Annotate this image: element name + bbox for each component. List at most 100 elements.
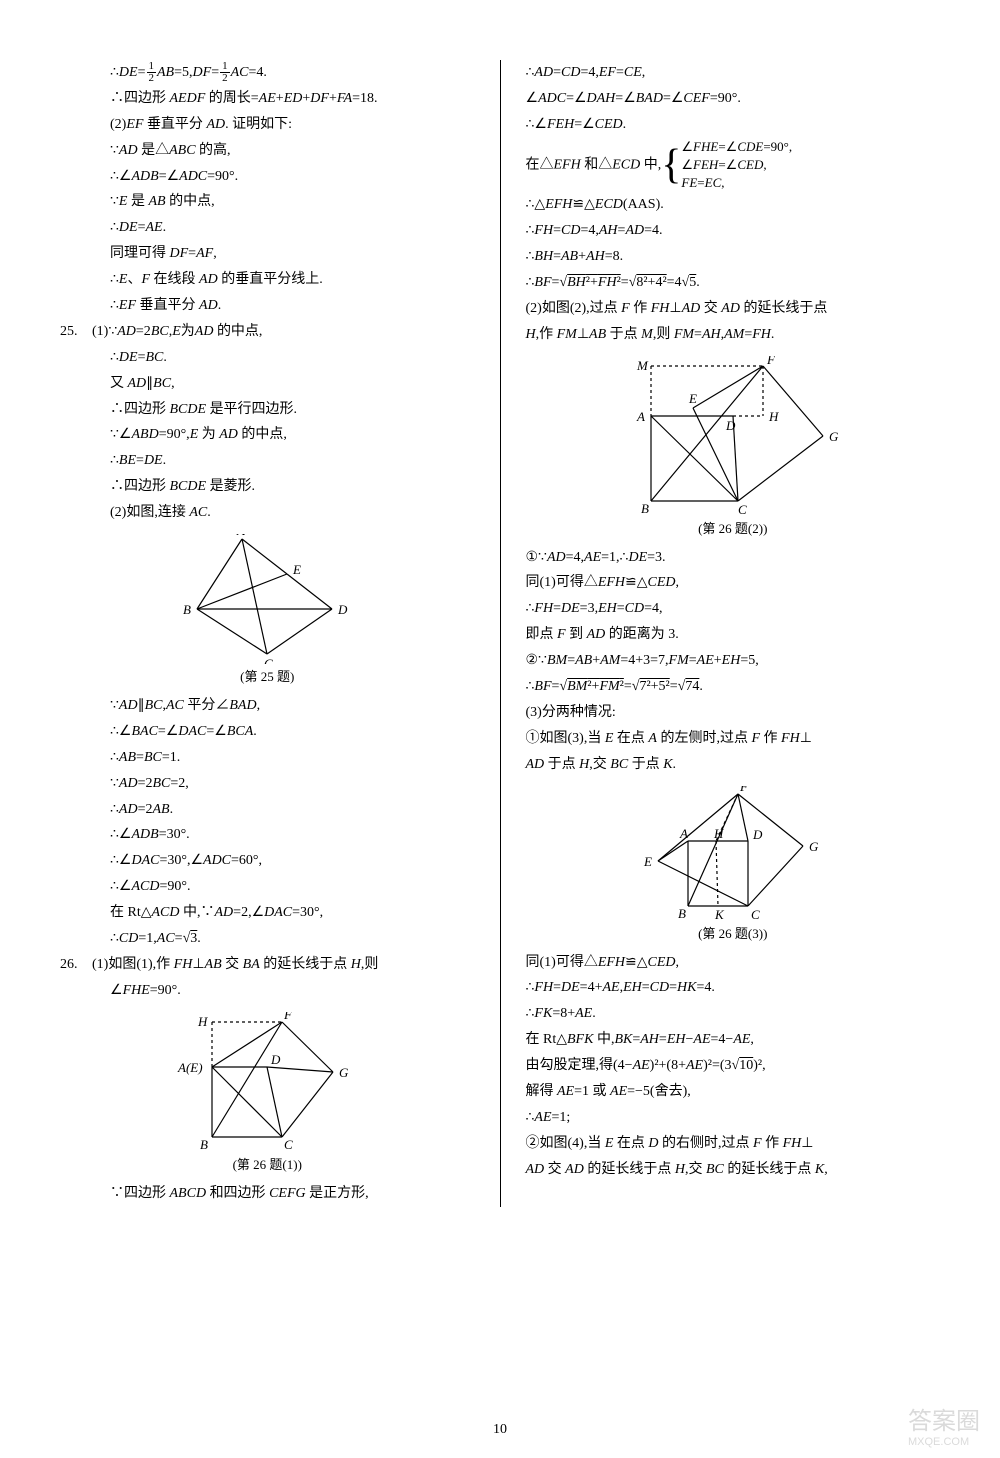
svg-text:B: B	[200, 1137, 208, 1152]
text-line: ②如图(4),当 E 在点 D 的右侧时,过点 F 作 FH⊥	[526, 1131, 941, 1157]
text-line: 即点 F 到 AD 的距离为 3.	[526, 622, 941, 648]
figure-26-2: MFAEDHGBC (第 26 题(2))	[526, 356, 941, 537]
text-line: ∴DE=BC.	[60, 345, 475, 371]
text-line: ∵E 是 AB 的中点,	[60, 189, 475, 215]
svg-text:F: F	[766, 356, 776, 367]
svg-text:A: A	[679, 826, 688, 841]
text-line: ∴∠BAC=∠DAC=∠BCA.	[60, 719, 475, 745]
watermark: 答案圈 MXQE.COM	[908, 1401, 980, 1448]
text-line: ∴FK=8+AE.	[526, 1001, 941, 1027]
svg-text:K: K	[714, 907, 725, 921]
text-line: ∵AD∥BC,AC 平分∠BAD,	[60, 693, 475, 719]
svg-text:G: G	[809, 839, 819, 854]
text-line: H,作 FM⊥AB 于点 M,则 FM=AH,AM=FH.	[526, 322, 941, 348]
text-line: 在 Rt△BFK 中,BK=AH=EH−AE=4−AE,	[526, 1027, 941, 1053]
text-line: ∴BE=DE.	[60, 448, 475, 474]
svg-text:M: M	[636, 358, 649, 373]
text-line: ∴CD=1,AC=√3.	[60, 926, 475, 952]
svg-text:D: D	[725, 418, 736, 433]
svg-text:E: E	[292, 562, 301, 577]
text-line: ②∵BM=AB+AM=4+3=7,FM=AE+EH=5,	[526, 648, 941, 674]
figure-26-1-caption: (第 26 题(1))	[60, 1154, 475, 1173]
figure-26-3: F A H D G E B K C (第 26 题(3))	[526, 786, 941, 942]
text-line: 由勾股定理,得(4−AE)²+(8+AE)²=(3√10)²,	[526, 1053, 941, 1079]
text-line: ∴DE=AE.	[60, 215, 475, 241]
text-line: ∵AD=2BC=2,	[60, 771, 475, 797]
watermark-main: 答案圈	[908, 1408, 980, 1435]
text-line: ∴BF=√BH²+FH²=√8²+4²=4√5.	[526, 270, 941, 296]
text-line: ∴∠ACD=90°.	[60, 874, 475, 900]
text-line: (2)EF 垂直平分 AD. 证明如下:	[60, 112, 475, 138]
svg-text:B: B	[641, 501, 649, 516]
page-number: 10	[493, 1422, 507, 1438]
text-line: ①∵AD=4,AE=1,∴DE=3.	[526, 545, 941, 571]
left-column: ∴DE=12AB=5,DF=12AC=4.∴四边形 AEDF 的周长=AE+ED…	[40, 60, 495, 1207]
text-line: ∠ADC=∠DAH=∠BAD=∠CEF=90°.	[526, 86, 941, 112]
watermark-sub: MXQE.COM	[908, 1436, 980, 1448]
text-line: ∵∠ABD=90°,E 为 AD 的中点,	[60, 422, 475, 448]
text-line: ∴FH=DE=3,EH=CD=4,	[526, 596, 941, 622]
text-line: AD 于点 H,交 BC 于点 K.	[526, 752, 941, 778]
text-line: ∴四边形 BCDE 是平行四边形.	[60, 397, 475, 423]
svg-text:F: F	[739, 786, 749, 794]
svg-text:C: C	[738, 502, 747, 516]
text-line: ∴EF 垂直平分 AD.	[60, 293, 475, 319]
text-line: (2)如图(2),过点 F 作 FH⊥AD 交 AD 的延长线于点	[526, 296, 941, 322]
text-line: ∠FHE=90°.	[60, 978, 475, 1004]
svg-text:C: C	[284, 1137, 293, 1152]
figure-26-1: HFA(E)DGBC (第 26 题(1))	[60, 1012, 475, 1173]
text-line: 25.(1)∵AD=2BC,E为AD 的中点,	[60, 319, 475, 345]
text-line: ∵AD 是△ABC 的高,	[60, 138, 475, 164]
column-divider	[500, 60, 501, 1207]
text-line: 同(1)可得△EFH≌△CED,	[526, 950, 941, 976]
svg-text:G: G	[829, 429, 839, 444]
text-line: ∴∠ADB=30°.	[60, 822, 475, 848]
svg-text:H: H	[197, 1014, 208, 1029]
text-line: 26.(1)如图(1),作 FH⊥AB 交 BA 的延长线于点 H,则	[60, 952, 475, 978]
text-line: ∴BF=√BM²+FM²=√7²+5²=√74.	[526, 674, 941, 700]
svg-text:G: G	[339, 1065, 349, 1080]
figure-26-3-caption: (第 26 题(3))	[526, 923, 941, 942]
text-line: ∴∠FEH=∠CED.	[526, 112, 941, 138]
page-container: ∴DE=12AB=5,DF=12AC=4.∴四边形 AEDF 的周长=AE+ED…	[40, 60, 960, 1207]
svg-text:E: E	[688, 391, 697, 406]
text-line: ∴∠ADB=∠ADC=90°.	[60, 164, 475, 190]
svg-text:C: C	[751, 907, 760, 921]
svg-text:A: A	[236, 534, 245, 538]
svg-text:C: C	[264, 656, 273, 664]
text-line: (3)分两种情况:	[526, 700, 941, 726]
text-line: ∴FH=DE=4+AE,EH=CD=HK=4.	[526, 975, 941, 1001]
text-line: ∴∠DAC=30°,∠ADC=60°,	[60, 848, 475, 874]
svg-text:D: D	[270, 1052, 281, 1067]
text-line: ∴AB=BC=1.	[60, 745, 475, 771]
figure-25-caption: (第 25 题)	[60, 666, 475, 685]
text-line: 同理可得 DF=AF,	[60, 241, 475, 267]
svg-text:B: B	[183, 602, 191, 617]
text-line: ∴△EFH≌△ECD(AAS).	[526, 192, 941, 218]
svg-text:D: D	[337, 602, 348, 617]
text-line: ∴BH=AB+AH=8.	[526, 244, 941, 270]
text-line: ∴AD=CD=4,EF=CE,	[526, 60, 941, 86]
text-line: ∴四边形 AEDF 的周长=AE+ED+DF+FA=18.	[60, 86, 475, 112]
text-line: 在△EFH 和△ECD 中,{∠FHE=∠CDE=90°,∠FEH=∠CED,F…	[526, 138, 941, 193]
svg-text:H: H	[713, 826, 724, 841]
svg-text:F: F	[283, 1012, 293, 1022]
text-line: 同(1)可得△EFH≌△CED,	[526, 570, 941, 596]
svg-text:D: D	[752, 827, 763, 842]
text-line: ∴四边形 BCDE 是菱形.	[60, 474, 475, 500]
svg-text:E: E	[643, 854, 652, 869]
text-line: ∴AD=2AB.	[60, 797, 475, 823]
text-line: AD 交 AD 的延长线于点 H,交 BC 的延长线于点 K,	[526, 1157, 941, 1183]
text-line: 在 Rt△ACD 中,∵AD=2,∠DAC=30°,	[60, 900, 475, 926]
svg-text:B: B	[678, 906, 686, 921]
text-line: 又 AD∥BC,	[60, 371, 475, 397]
text-line: ∴DE=12AB=5,DF=12AC=4.	[60, 60, 475, 86]
text-line: ∴E、F 在线段 AD 的垂直平分线上.	[60, 267, 475, 293]
text-line: ∴AE=1;	[526, 1105, 941, 1131]
text-line: ①如图(3),当 E 在点 A 的左侧时,过点 F 作 FH⊥	[526, 726, 941, 752]
text-line: (2)如图,连接 AC.	[60, 500, 475, 526]
figure-25: A E B D C (第 25 题)	[60, 534, 475, 685]
figure-26-2-caption: (第 26 题(2))	[526, 518, 941, 537]
svg-text:A: A	[636, 409, 645, 424]
right-column: ∴AD=CD=4,EF=CE,∠ADC=∠DAH=∠BAD=∠CEF=90°.∴…	[506, 60, 961, 1207]
